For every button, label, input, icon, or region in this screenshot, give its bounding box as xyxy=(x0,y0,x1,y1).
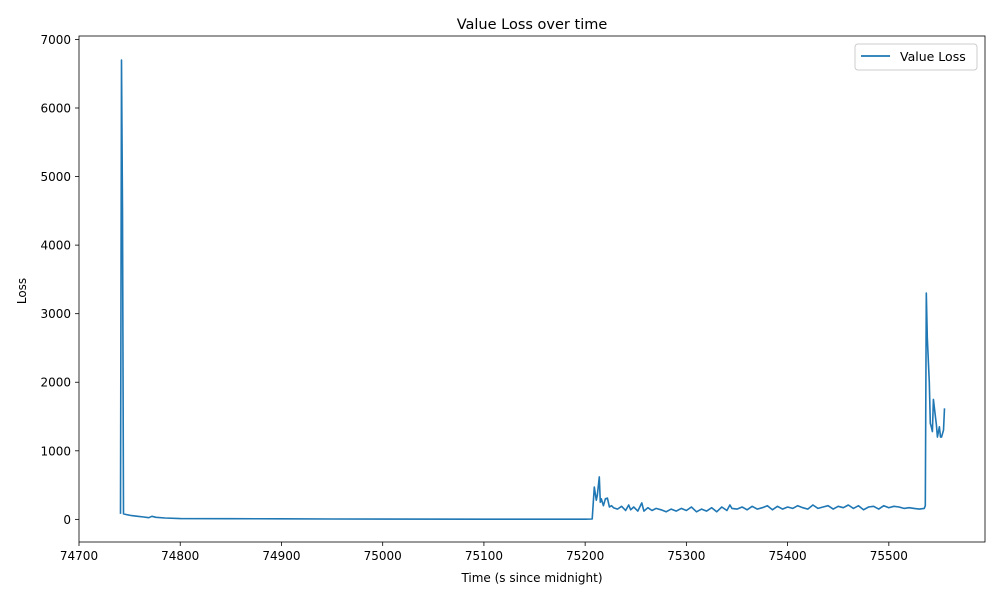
y-tick-label: 4000 xyxy=(40,239,71,253)
x-tick-label: 75500 xyxy=(870,549,908,563)
x-tick-label: 75400 xyxy=(769,549,807,563)
plot-area xyxy=(78,35,986,543)
x-axis-title: Time (s since midnight) xyxy=(460,571,602,585)
legend-box xyxy=(854,43,978,71)
y-tick-label: 2000 xyxy=(40,376,71,390)
y-tick-label: 3000 xyxy=(40,307,71,321)
chart-title: Value Loss over time xyxy=(457,17,608,33)
series-line-0 xyxy=(119,59,946,521)
x-tick-label: 75100 xyxy=(465,549,503,563)
x-tick-label: 74900 xyxy=(262,549,300,563)
x-axis: 74700 74800 74900 75000 75100 75200 75300 75400… xyxy=(60,542,908,563)
x-tick-label: 74800 xyxy=(161,549,199,563)
y-tick-label: 0 xyxy=(63,513,71,527)
x-tick-label: 75200 xyxy=(566,549,604,563)
y-tick-label: 7000 xyxy=(40,33,71,47)
x-tick-label: 74700 xyxy=(60,549,98,563)
y-tick-label: 1000 xyxy=(40,444,71,458)
y-axis: 0 1000 2000 3000 4000 5000 6000 7000 xyxy=(40,33,79,527)
legend-label: Value Loss xyxy=(900,49,966,64)
x-tick-label: 75300 xyxy=(667,549,705,563)
y-axis-title: Loss xyxy=(15,278,29,304)
y-tick-label: 6000 xyxy=(40,101,71,115)
y-tick-label: 5000 xyxy=(40,170,71,184)
series-layer xyxy=(119,59,946,521)
x-tick-label: 75000 xyxy=(364,549,402,563)
legend: Value Loss xyxy=(854,43,978,71)
